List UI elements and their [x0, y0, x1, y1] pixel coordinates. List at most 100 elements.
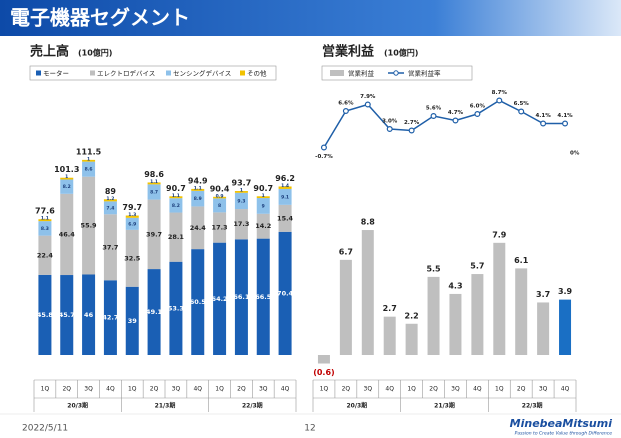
bar [537, 302, 550, 355]
legend-label: 営業利益 [348, 69, 375, 78]
bar [339, 259, 352, 355]
data-label: 9 [262, 203, 265, 209]
x-tick-label: 4Q [473, 386, 482, 393]
bar-segment [169, 261, 183, 355]
total-label: 101.3 [54, 165, 79, 174]
bar-segment [234, 209, 248, 240]
bar [471, 274, 484, 355]
bar-segment [169, 212, 183, 262]
x-tick-label: 1Q [407, 386, 416, 393]
tagline: Passion to Create Value through Differen… [515, 431, 613, 437]
total-label: 89 [105, 187, 117, 196]
data-label: 7.9 [492, 230, 507, 239]
data-label: 60.5 [190, 298, 207, 306]
bar [515, 268, 528, 355]
data-label: 1 [87, 156, 90, 162]
bar-segment [82, 159, 96, 162]
data-label: 8.2 [172, 203, 180, 209]
bar [449, 293, 462, 355]
data-label: 4.1% [557, 113, 573, 119]
legend-box [29, 65, 277, 81]
bar-segment [38, 219, 52, 222]
x-tick-label: 2Q [237, 386, 246, 393]
legend-label: その他 [247, 69, 267, 78]
bar-segment [103, 199, 117, 202]
bar [493, 242, 506, 355]
data-label: 32.5 [124, 254, 141, 262]
data-label: 1.1 [194, 185, 202, 191]
chart-unit: (10億円) [384, 48, 418, 58]
data-label: 64.2 [212, 295, 228, 303]
bar-segment [147, 184, 161, 200]
data-label: 28.1 [168, 233, 185, 241]
bar-segment [60, 193, 74, 276]
x-tick-label: 3Q [539, 386, 548, 393]
data-label: 14.2 [255, 222, 271, 230]
rate-marker [496, 97, 503, 104]
logo: MinebeaMitsumi [510, 417, 613, 430]
legend-swatch [166, 70, 171, 76]
data-label: 42.7 [102, 314, 118, 322]
bar-segment [256, 213, 270, 239]
data-label: 3.7 [536, 290, 550, 299]
total-label: 90.7 [166, 184, 186, 193]
bar-segment [147, 269, 161, 355]
data-label: 1.1 [150, 179, 158, 185]
bar [383, 316, 396, 355]
bar-segment [191, 206, 205, 250]
rate-marker [364, 101, 371, 108]
bar-segment [191, 188, 205, 191]
data-label: 24.4 [190, 224, 207, 232]
bar-segment [191, 190, 205, 207]
bar-segment [256, 238, 270, 355]
data-label: 2.7 [383, 304, 397, 313]
bar-segment [125, 215, 139, 218]
bar-segment [278, 231, 292, 355]
bar-segment [169, 196, 183, 199]
x-tick-label: 1Q [495, 386, 504, 393]
data-label: 46.4 [59, 230, 76, 238]
x-tick-label: 3Q [259, 386, 268, 393]
data-label: 66.5 [255, 293, 272, 301]
data-label: 8 [218, 203, 221, 209]
data-label: (0.6) [313, 368, 334, 377]
rate-marker [562, 120, 569, 127]
x-tick-label: 4Q [106, 386, 115, 393]
bar-segment [38, 235, 52, 275]
legend-swatch [90, 70, 95, 76]
total-label: 96.2 [275, 174, 295, 183]
bar-segment [82, 176, 96, 275]
header-title: 電子機器セグメント [10, 6, 190, 30]
rate-marker [342, 107, 349, 114]
bar-segment [82, 161, 96, 177]
group-label: 22/3期 [242, 402, 263, 410]
data-label: 37.7 [102, 243, 118, 251]
data-label: 8.9 [194, 196, 202, 202]
x-tick-label: 2Q [62, 386, 71, 393]
chart-title: 売上高 [30, 44, 69, 60]
data-label: 9.3 [237, 198, 245, 204]
data-label: 15.4 [277, 214, 294, 222]
total-label: 79.7 [122, 203, 142, 212]
data-label: 8.3 [41, 226, 49, 232]
bar-segment [191, 249, 205, 355]
data-label: 8.2 [63, 184, 71, 190]
data-label: 1 [262, 193, 265, 199]
data-label: 8.8 [361, 218, 376, 227]
legend-box [321, 65, 473, 81]
data-label: 1.2 [106, 196, 114, 202]
legend-label: エレクトロデバイス [97, 69, 155, 78]
bar-segment [278, 188, 292, 205]
x-tick-label: 2Q [429, 386, 438, 393]
chart-title: 営業利益 [322, 44, 374, 60]
bar-segment [60, 177, 74, 180]
data-label: 4.3 [448, 281, 462, 290]
data-label: 4.1% [535, 113, 551, 119]
total-label: 90.4 [210, 184, 230, 193]
group-label: 20/3期 [346, 402, 367, 410]
data-label: 46 [84, 311, 94, 319]
data-label: 6.1 [514, 256, 529, 265]
data-label: 49.1 [146, 308, 163, 316]
data-label: 45.8 [37, 311, 54, 319]
